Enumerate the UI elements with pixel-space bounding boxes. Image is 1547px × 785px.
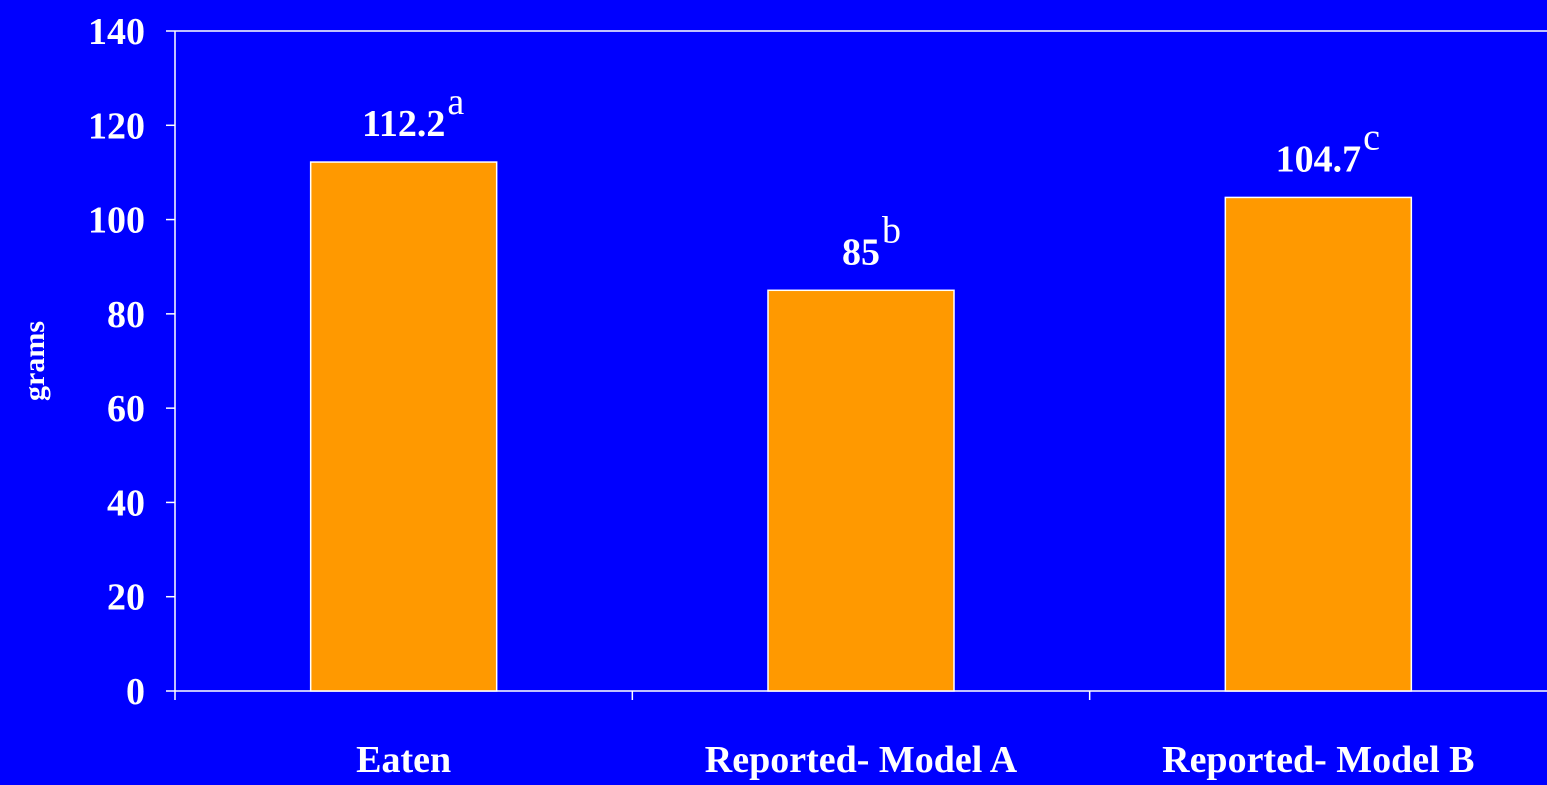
y-axis-label: grams xyxy=(18,321,51,401)
y-tick-label: 100 xyxy=(88,200,145,242)
significance-letter: c xyxy=(1363,116,1380,158)
bar xyxy=(767,289,955,692)
y-tick-label: 0 xyxy=(126,671,145,713)
x-category-label: Eaten xyxy=(356,739,451,781)
data-label: 85 xyxy=(842,231,880,273)
y-tick-label: 60 xyxy=(107,388,145,430)
bar xyxy=(309,161,498,692)
y-tick-label: 140 xyxy=(88,11,145,53)
y-tick-label: 40 xyxy=(107,482,145,524)
y-tick-label: 20 xyxy=(107,577,145,619)
significance-letter: a xyxy=(447,81,464,123)
x-category-label: Reported- Model A xyxy=(705,739,1018,781)
data-label: 112.2 xyxy=(362,103,445,145)
significance-letter: b xyxy=(882,209,901,251)
y-tick-label: 120 xyxy=(88,105,145,147)
y-tick-label: 80 xyxy=(107,294,145,336)
data-label: 104.7 xyxy=(1276,138,1362,180)
x-category-label: Reported- Model B xyxy=(1162,739,1474,781)
bar xyxy=(1224,196,1413,692)
